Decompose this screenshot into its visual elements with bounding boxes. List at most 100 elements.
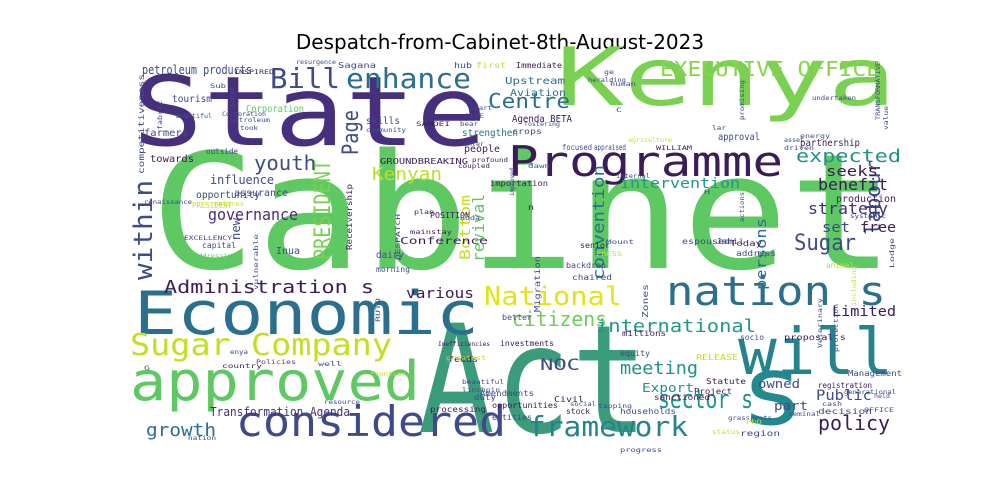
word-social-140: social [570, 401, 596, 408]
word-importation-61: importation [490, 179, 548, 188]
word-tourism-70: tourism [172, 94, 212, 105]
word-well-135: well [318, 361, 343, 368]
word-petroleum-products-52: petroleum products [142, 63, 252, 77]
word-mainstay-176: mainstay [410, 229, 453, 236]
word-farmers-69: farmers [144, 128, 188, 139]
word-president-21: PRESIDENT [311, 160, 336, 260]
word-cash-126: cash [822, 401, 843, 408]
word-free-45: free [860, 220, 896, 236]
word-feeds-111: feeds [448, 355, 478, 364]
word-noc-39: NOC [540, 355, 580, 374]
word-mount-147: Mount [606, 239, 635, 246]
word-revival-41: revival [469, 194, 488, 262]
word-kenyan-26: Kenyan [372, 164, 442, 185]
word-position-82: POSITION [430, 211, 470, 220]
word-chaired-107: chaired [572, 273, 612, 282]
word-partnership-66: partnership [800, 138, 860, 149]
word-seeks-44: seeks [826, 164, 878, 180]
word-new-54: new [229, 217, 243, 240]
word-coupled-139: coupled [458, 163, 490, 170]
word-sugar-company-11: Sugar Company [130, 328, 392, 363]
word-set-46: set [822, 220, 850, 236]
word-millions-112: millions [622, 329, 666, 338]
word-geared-164: geared [229, 88, 236, 108]
word-equity-86: equity [620, 349, 650, 358]
word-ruto-143: RUTO [375, 297, 382, 322]
word-amendments-84: Amendments [480, 389, 534, 398]
word-renaissance-180: renaissance [144, 199, 192, 206]
word-samoei-166: SAMOEI [416, 121, 451, 128]
word-sector-s-17: sector s [658, 385, 753, 415]
word-owned-49: owned [758, 377, 800, 391]
word-bottom-48: Bottom [458, 195, 474, 260]
word-addressing-122: addressing [194, 253, 236, 260]
word-morning-80: morning [376, 265, 410, 274]
word-programme-8: Programme [508, 137, 783, 186]
word-strengthen-62: strengthen [462, 128, 518, 139]
word-bill-14: Bill [270, 62, 340, 95]
word-zones-87: Zones [641, 284, 650, 318]
word-first-115: first [476, 61, 506, 70]
word-approved-5: approved [130, 350, 420, 413]
word-enya-144: enya [230, 349, 248, 356]
word-centre-22: Centre [488, 89, 570, 113]
word-upstream-57: Upstream [505, 76, 565, 87]
word-skills-73: skills [366, 116, 400, 127]
word-decision-101: decision [818, 407, 872, 416]
word-resurgence-157: resurgence [296, 59, 336, 66]
word-households-96: households [620, 407, 676, 416]
word-labour-24: labour [861, 160, 885, 235]
word-production-67: production [836, 194, 896, 205]
word-senior-106: senior [580, 241, 610, 250]
word-greatest-184: greatest [446, 355, 487, 362]
word-president-76: PRESIDENT [192, 201, 232, 210]
word-today-104: Today [730, 239, 762, 248]
word-despatch-177: DESPATCH [395, 213, 402, 260]
word-internal-193: internal [616, 173, 650, 180]
word-transformation-agenda-40: Transformation Agenda [210, 405, 350, 419]
word-animal-125: animal [826, 261, 854, 270]
word-n-197: n [528, 203, 534, 212]
word-protection-187: protection [833, 303, 840, 352]
word-investments-83: investments [500, 339, 554, 348]
word-receivership-81: Receivership [345, 184, 354, 250]
word-ge-194: ge [604, 69, 615, 76]
word-driven-149: driven [784, 145, 815, 152]
word-management-91: Management [848, 369, 902, 378]
word-address-103: address [736, 249, 776, 258]
word-limited-37: Limited [832, 304, 896, 320]
word-phd-132: PhD [746, 419, 763, 426]
word-petroleum-162: petroleum [230, 117, 270, 124]
word-resource-141: resource [324, 399, 360, 406]
word-assurance-75: assurance [234, 188, 288, 199]
word-considered-9: considered [236, 397, 506, 446]
word-immediate-116: Immediate [516, 61, 562, 70]
word-undertaken-152: undertaken [812, 95, 856, 102]
word-value-154: value [883, 105, 890, 130]
word-project-88: Project [694, 387, 732, 396]
word-sanctioned-85: sanctioned [654, 393, 710, 402]
word-promising-153: promising [739, 80, 746, 120]
word-generational-188: generational [844, 389, 896, 396]
word-better-108: better [502, 313, 532, 322]
word-c-195: C [616, 107, 623, 114]
word-frontier-136: frontier [370, 371, 406, 378]
word-beautiful-137: beautiful [462, 379, 504, 386]
word-profound-172: profound [472, 157, 508, 164]
word-grassroots-131: grassroots [728, 415, 772, 422]
word-took-163: took [240, 125, 258, 132]
word-agriculture-192: agriculture [628, 137, 672, 144]
word-benefit-35: benefit [818, 175, 888, 194]
word-progress-183: progress [620, 447, 663, 454]
word-veterinary-145: Veterinary [817, 297, 824, 348]
word-inter-182: inter [464, 141, 484, 148]
word-espoused-105: espoused [682, 237, 730, 246]
word-tapping-185: tapping [598, 403, 633, 410]
word-crops-117: crops [512, 127, 542, 136]
word-groundbreaking-60: GROUNDBREAKING [380, 157, 468, 166]
word-approval-65: approval [718, 132, 760, 143]
word-inua-78: Inua [276, 246, 300, 257]
word-nation-142: nation [188, 435, 216, 442]
word-will-6: will [738, 316, 893, 390]
